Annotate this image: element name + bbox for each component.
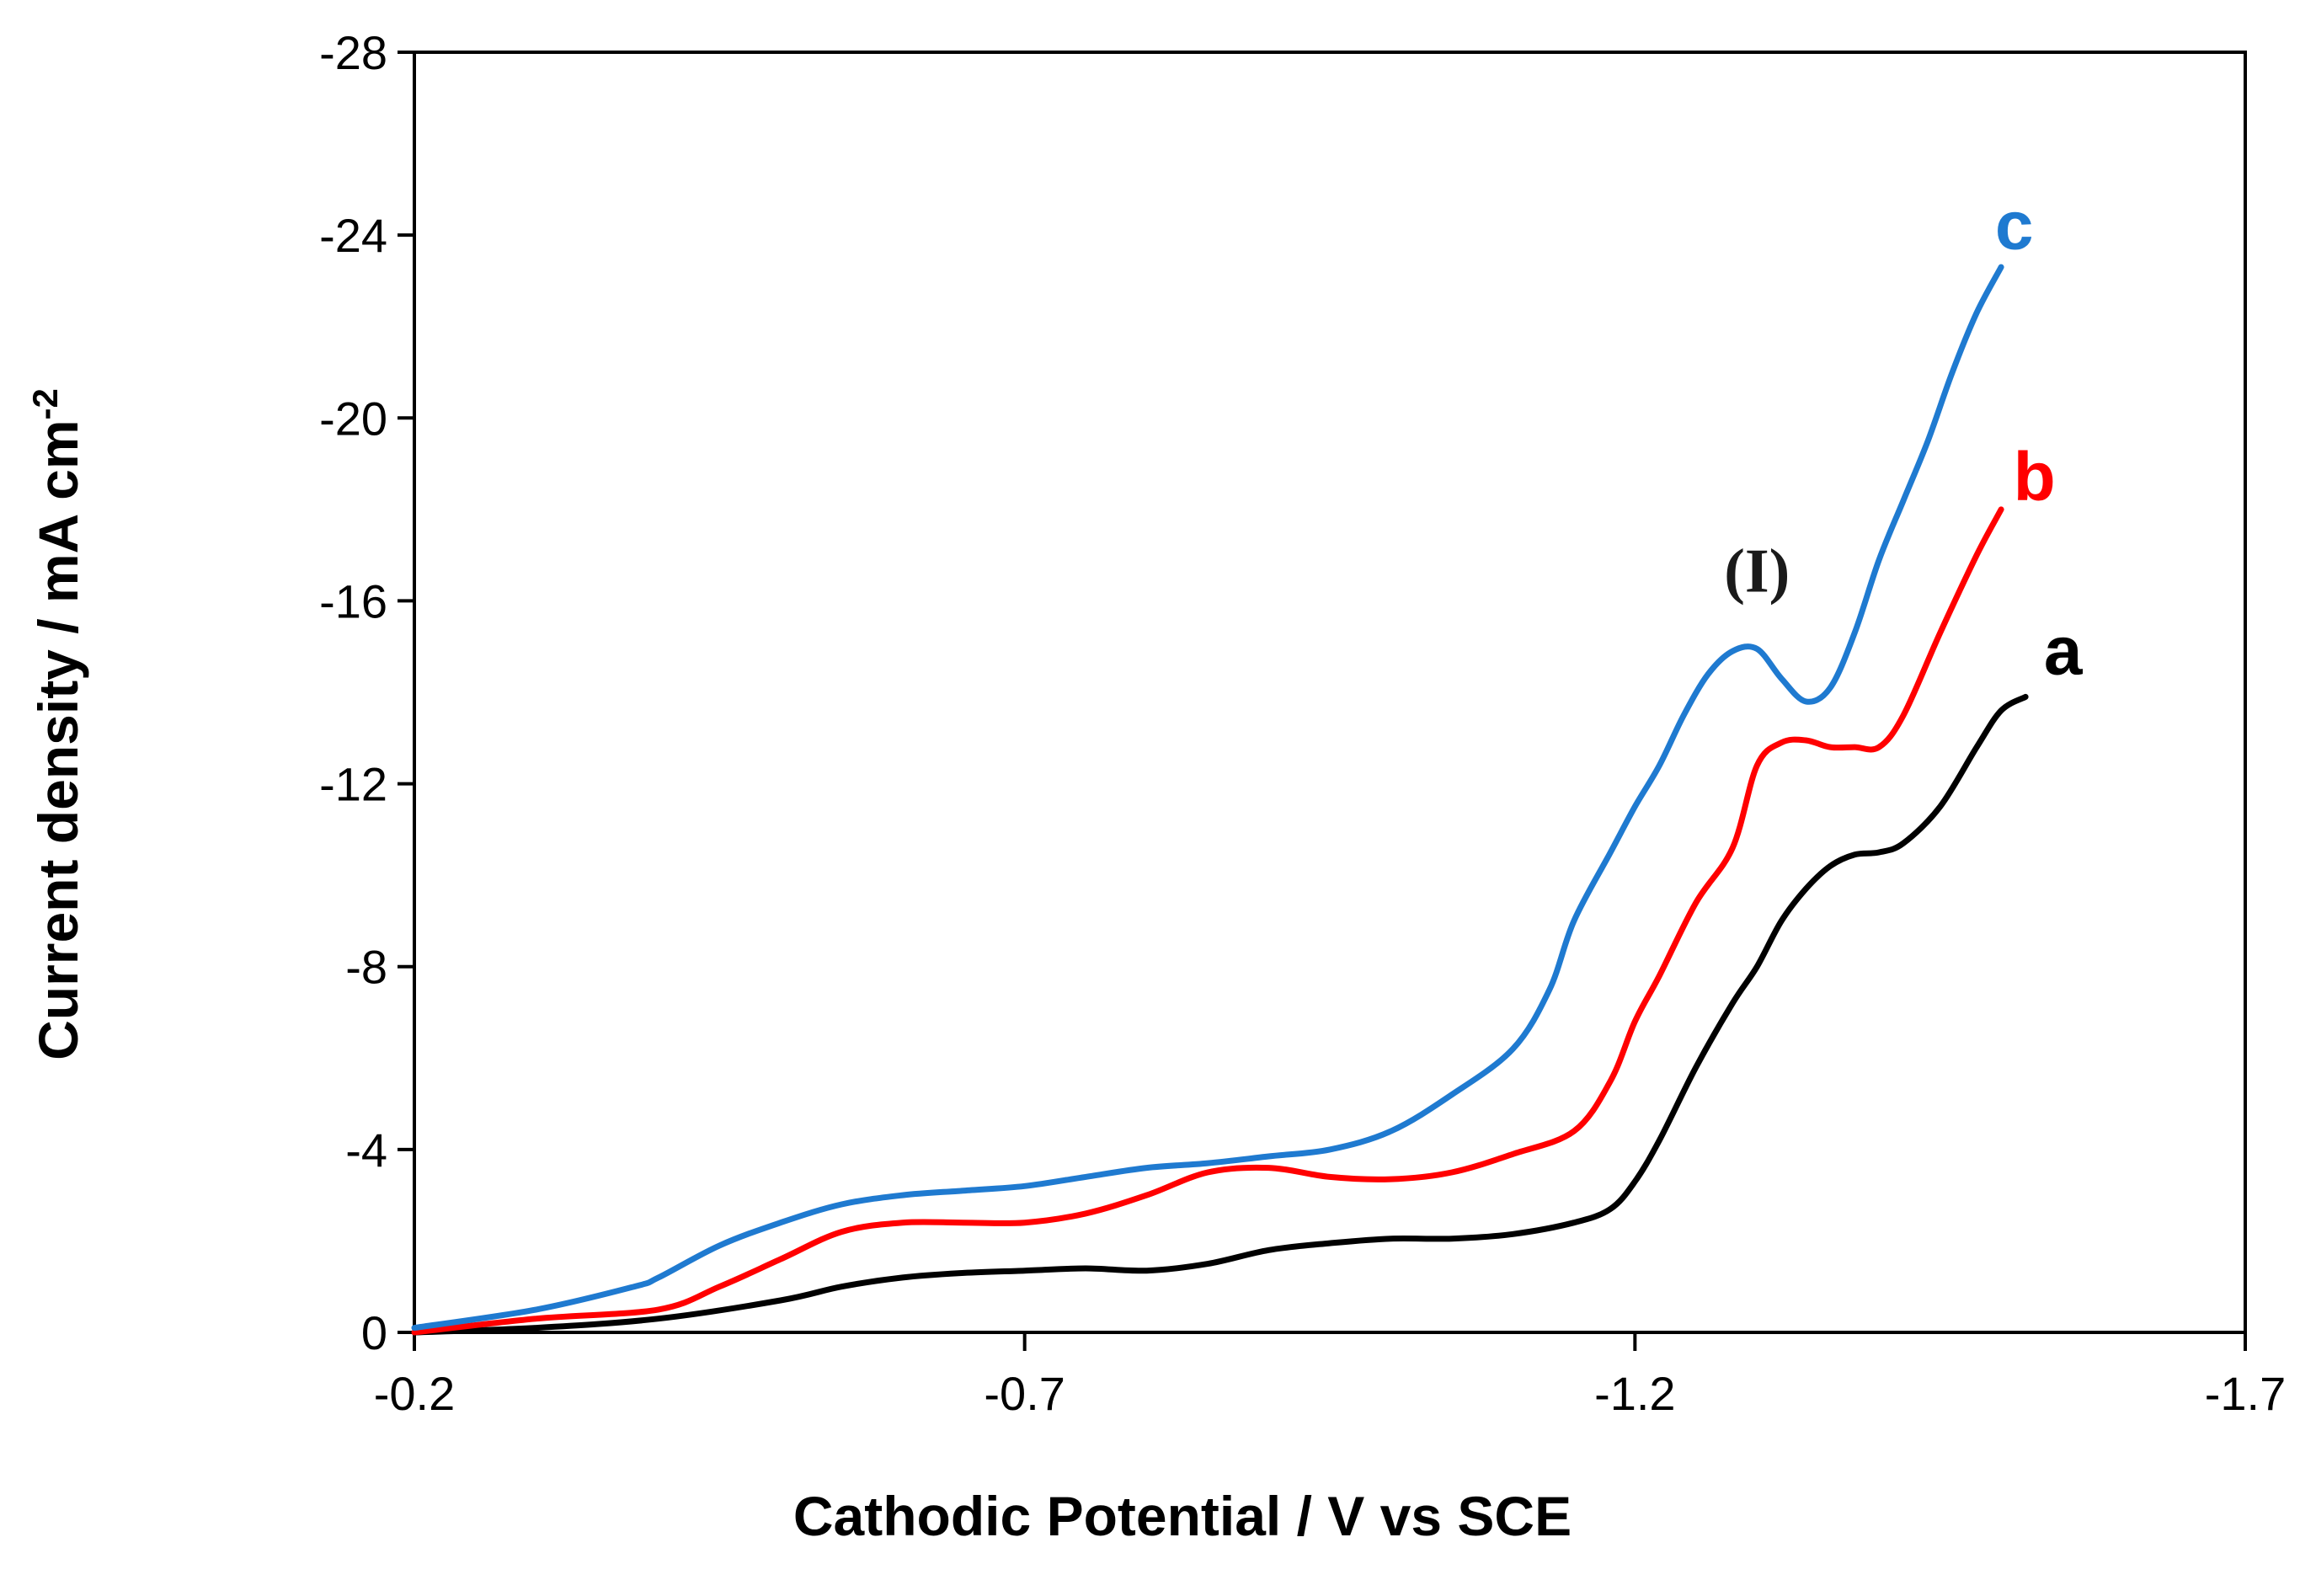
series-label-c: c xyxy=(1995,187,2034,264)
y-axis-title: Current density / mA cm-2 xyxy=(25,388,89,1060)
y-axis-title-main: Current density / mA cm xyxy=(27,419,89,1060)
x-axis-title: Cathodic Potential / V vs SCE xyxy=(793,1485,1572,1547)
y-tick-label: -28 xyxy=(319,26,387,79)
peak-annotation: (I) xyxy=(1724,537,1790,606)
x-tick-label: -0.2 xyxy=(374,1367,456,1420)
y-tick-label: -4 xyxy=(345,1124,387,1177)
y-tick-label: -16 xyxy=(319,574,387,627)
series-line-b xyxy=(411,506,2004,1336)
series-labels: a b c (I) xyxy=(1724,187,2084,689)
y-tick-label: -12 xyxy=(319,758,387,811)
axes: 0 -4 -8 -12 -16 -20 -24 -28 -0.2 -0.7 -1.2 -1.7 xyxy=(319,26,2286,1420)
x-tick-label: -0.7 xyxy=(984,1367,1065,1420)
series-line-a xyxy=(411,693,2029,1336)
y-tick-label: -24 xyxy=(319,209,387,262)
y-tick-label: -8 xyxy=(345,941,387,994)
x-tick-label: -1.2 xyxy=(1594,1367,1676,1420)
y-tick-label: -20 xyxy=(319,392,387,445)
plot-frame xyxy=(413,51,2247,1334)
y-axis-title-superscript: -2 xyxy=(25,388,65,419)
series-line-c xyxy=(411,264,2004,1332)
y-tick-label: 0 xyxy=(361,1306,387,1359)
series-label-a: a xyxy=(2044,612,2084,689)
series-lines xyxy=(411,264,2029,1336)
x-tick-label: -1.7 xyxy=(2205,1367,2287,1420)
series-label-b: b xyxy=(2014,439,2056,515)
